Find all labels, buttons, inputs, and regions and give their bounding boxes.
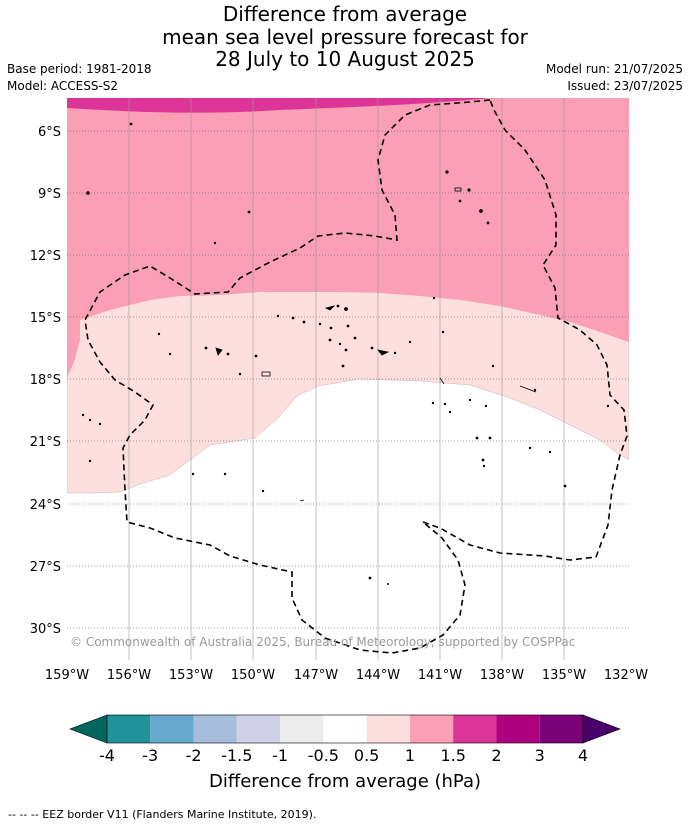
islands — [81, 122, 610, 586]
lat-label: 9°S — [38, 187, 61, 202]
base-period-text: Base period: 1981-2018 — [7, 62, 152, 76]
colorbar-segment — [453, 715, 497, 743]
colorbar-tick-label: 4 — [578, 746, 588, 765]
colorbar-tick-label: 2 — [491, 746, 501, 765]
region-1-to-1-5 — [67, 98, 629, 378]
colorbar-segment — [193, 715, 237, 743]
lat-label: 18°S — [30, 373, 61, 388]
copyright-text: © Commonwealth of Australia 2025, Bureau… — [70, 635, 575, 649]
grid-lines — [67, 130, 629, 629]
lon-label: 144°W — [356, 668, 400, 683]
map-title-line-2: mean sea level pressure forecast for — [162, 25, 528, 49]
lon-label: 156°W — [107, 668, 151, 683]
colorbar-labels: -4 -3 -2 -1.5 -1 -0.5 0.5 1 1.5 2 3 4 — [99, 746, 588, 765]
colorbar-segment — [323, 715, 367, 743]
region-1-5-to-2 — [67, 98, 490, 113]
lat-label: 6°S — [38, 125, 61, 140]
colorbar-tick-label: 1.5 — [440, 746, 465, 765]
colorbar-tick-label: -4 — [99, 746, 115, 765]
colorbar-title: Difference from average (hPa) — [208, 771, 482, 792]
colorbar-tick-label: -1 — [272, 746, 288, 765]
map-title-line-1: Difference from average — [222, 2, 468, 26]
lon-label: 147°W — [294, 668, 338, 683]
longitude-labels: 159°W 156°W 153°W 150°W 147°W 144°W 141°… — [45, 668, 648, 683]
lon-label: 132°W — [604, 668, 648, 683]
lat-label: 21°S — [30, 435, 61, 450]
lon-label: 135°W — [542, 668, 586, 683]
colorbar-outline — [106, 714, 584, 744]
colorbar-tick-label: 1 — [405, 746, 415, 765]
model-text: Model: ACCESS-S2 — [7, 79, 119, 93]
colorbar-tick-label: -0.5 — [308, 746, 339, 765]
map-field: © Commonwealth of Australia 2025, Bureau… — [67, 98, 629, 660]
lat-label: 24°S — [30, 498, 61, 513]
eez-border — [84, 99, 628, 654]
model-run-text: Model run: 21/07/2025 — [545, 62, 683, 76]
lon-label: 150°W — [231, 668, 275, 683]
colorbar-segment — [366, 715, 410, 743]
grid-lines-vertical — [128, 98, 565, 660]
colorbar-tick-label: -2 — [186, 746, 202, 765]
colorbar — [69, 714, 621, 744]
colorbar-segment — [107, 715, 151, 743]
issued-text: Issued: 23/07/2025 — [567, 79, 683, 93]
lat-label: 15°S — [30, 311, 61, 326]
colorbar-extend-low — [69, 714, 108, 744]
lon-label: 138°W — [480, 668, 524, 683]
colorbar-segment — [496, 715, 540, 743]
colorbar-segment — [409, 715, 454, 743]
colorbar-segment — [150, 715, 194, 743]
colorbar-extend-high — [582, 714, 621, 744]
colorbar-tick-label: 0.5 — [354, 746, 379, 765]
lon-label: 153°W — [169, 668, 213, 683]
map-figure: © Commonwealth of Australia 2025, Bureau… — [30, 98, 648, 765]
colorbar-tick-label: 3 — [535, 746, 545, 765]
lat-label: 30°S — [30, 622, 61, 637]
colorbar-segment — [539, 715, 583, 743]
colorbar-tick-label: -1.5 — [221, 746, 252, 765]
colorbar-tick-label: -3 — [142, 746, 158, 765]
eez-legend-text: -- -- -- EEZ border V11 (Flanders Marine… — [8, 808, 317, 821]
latitude-labels: 6°S 9°S 12°S 15°S 18°S 21°S 24°S 27°S 30… — [30, 125, 61, 637]
lon-label: 141°W — [418, 668, 462, 683]
lat-label: 27°S — [30, 560, 61, 575]
colorbar-segment — [280, 715, 324, 743]
colorbar-segment — [236, 715, 281, 743]
map-title-line-3: 28 July to 10 August 2025 — [215, 47, 475, 71]
lon-label: 159°W — [45, 668, 89, 683]
lat-label: 12°S — [30, 249, 61, 264]
